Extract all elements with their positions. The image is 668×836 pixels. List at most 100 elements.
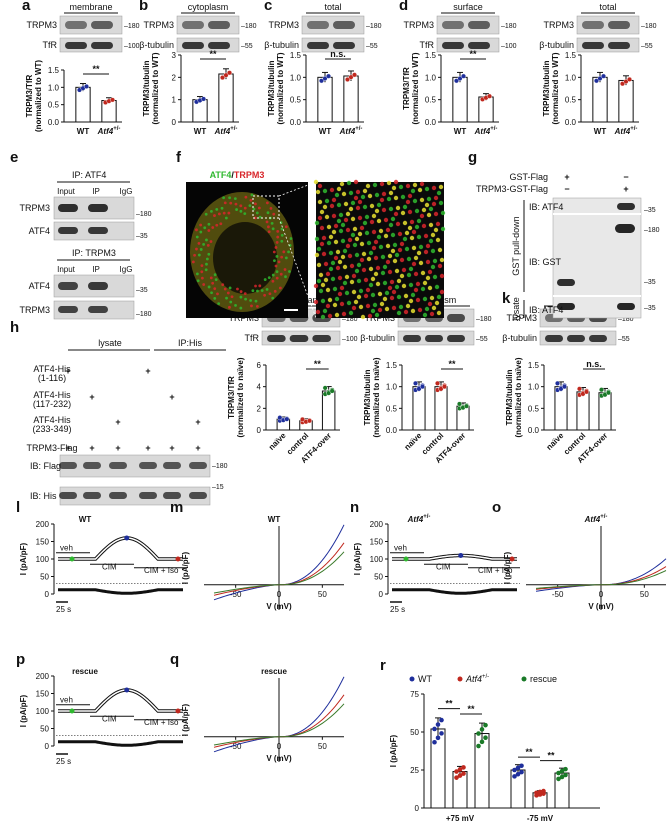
fluorescence-spot-zoom [345,243,351,249]
fluorescence-spot-zoom [319,241,325,247]
blot-band-g [617,203,635,210]
ib-label-h: IB: His [30,491,57,501]
sign-h: + [65,366,70,376]
blot-band-j [425,335,443,342]
fluorescence-spot [191,260,195,264]
fluorescence-spot-zoom [432,258,438,264]
panel-letter-l: l [16,499,20,516]
fluorescence-spot-zoom [336,218,342,224]
sig-label-j: ** [448,359,456,369]
bar-j [434,386,448,431]
fluorescence-spot-zoom [408,266,414,272]
data-point-r [556,776,561,782]
fluorescence-spot [256,289,259,293]
fluorescence-spot-zoom [370,292,376,298]
fluorescence-spot [207,229,211,232]
blot-label-j: β-tubulin [360,333,395,343]
fluorescence-spot-zoom [374,312,380,318]
data-point-r [483,722,488,728]
mw-marker-b: –180 [241,23,257,30]
fluorescence-spot-zoom [381,207,387,213]
panel-letter-k: k [502,290,511,307]
fluorescence-spot-zoom [378,228,384,234]
iv-title-q: rescue [261,667,287,676]
fluorescence-spot-zoom [327,313,333,319]
fluorescence-spot-zoom [340,254,346,260]
fluorescence-spot-zoom [344,290,350,296]
ip-header-e2: IP: TRPM3 [72,248,116,258]
sign-h: + [115,417,120,427]
time-scale-label-n: 25 s [390,605,405,614]
fluorescence-spot [239,204,243,208]
fluorescence-spot [284,225,288,229]
fluorescence-spot-zoom [398,184,404,190]
fluorescence-spot-zoom [356,262,362,268]
fluorescence-spot [277,260,281,264]
panel-letter-q: q [170,651,179,668]
fluorescence-spot [213,214,216,217]
bar-j [412,386,426,431]
fluorescence-spot-zoom [412,182,418,188]
lane-label-e2: Input [57,265,76,274]
fluorescence-spot [272,250,276,254]
fluorescence-spot-zoom [376,202,382,208]
fluorescence-spot-zoom [437,263,443,269]
fluorescence-spot [234,303,237,307]
fluorescence-spot [268,292,272,296]
fluorescence-spot [199,230,203,234]
fluorescence-spot [271,296,275,300]
mw-marker-d: –180 [501,23,517,30]
blot-band-e [58,306,78,313]
fluorescence-spot-zoom [416,250,422,256]
y-tick-label-p: 150 [36,690,50,699]
fluorescence-spot-zoom [368,282,374,288]
data-point-r [563,766,568,772]
fluorescence-spot-zoom [440,226,446,232]
cim-label-p: CIM [102,715,117,724]
fluorescence-spot-zoom [361,267,367,273]
fluorescence-spot-zoom [391,289,397,295]
fluorescence-spot-zoom [362,204,368,210]
fluorescence-spot [280,255,284,259]
fluorescence-spot [255,304,259,308]
blot-band-g [557,279,575,286]
fluorescence-spot-zoom [400,194,406,200]
fluorescence-spot-zoom [374,208,380,214]
data-point-j [420,384,426,390]
bar-k [576,391,590,431]
data-point-k [555,380,561,386]
fluorescence-spot-zoom [339,181,345,187]
mw-marker-j: –55 [476,336,488,343]
blot-band-j [447,335,465,342]
fluorescence-spot [214,278,218,282]
fluorescence-spot-zoom [325,287,331,293]
fluorescence-spot-zoom [438,200,444,206]
cell-nucleus [213,222,277,294]
trace-inner-n [392,554,517,560]
sign-h: + [145,366,150,376]
fluorescence-spot-zoom [334,312,340,318]
data-point-d [457,75,463,81]
fluorescence-spot-zoom [415,297,421,303]
fluorescence-spot-zoom [353,195,359,201]
fluorescence-spot-zoom [394,284,400,290]
data-point-r [534,790,539,796]
blot-band-i [289,335,309,342]
fluorescence-spot-zoom [409,219,415,225]
blot-band-h [83,492,101,499]
fluorescence-spot-zoom [398,304,404,310]
fluorescence-spot-zoom [425,275,431,281]
fluorescence-spot-zoom [345,211,351,217]
data-point-i [300,416,306,422]
data-point-k [599,387,605,393]
fluorescence-spot [207,252,211,256]
fluorescence-spot-zoom [343,217,349,223]
fluorescence-spot-zoom [329,203,335,209]
mw-marker-g: –180 [644,227,660,234]
blot-band-c [333,42,355,49]
mw-marker-k: –55 [618,336,630,343]
blot-label-d2: TRPM3 [543,20,574,30]
data-point-r [512,774,517,779]
fluorescence-spot-zoom [365,287,371,293]
blot-label-e: TRPM3 [19,203,50,213]
